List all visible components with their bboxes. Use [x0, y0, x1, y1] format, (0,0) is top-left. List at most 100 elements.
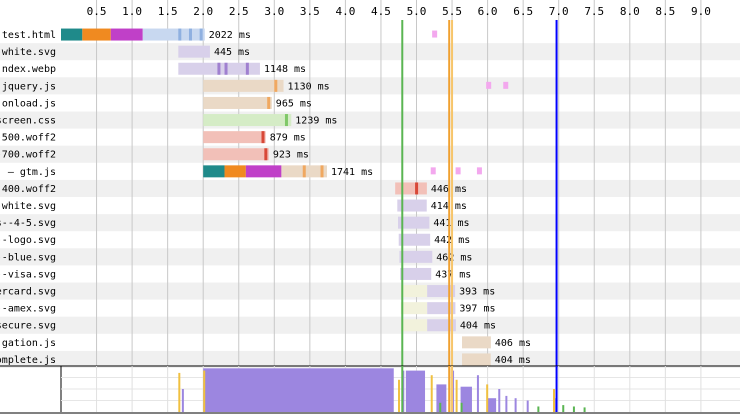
request-label: --visa.svg — [0, 269, 56, 280]
request-label: onload.js — [2, 98, 56, 109]
activity-spike — [583, 407, 586, 412]
bar-chunk — [284, 114, 288, 127]
bar-chunk — [224, 62, 228, 75]
duration-label: 404 ms — [460, 321, 496, 332]
duration-label: 445 ms — [214, 47, 250, 58]
activity-spike — [430, 375, 433, 412]
row-background — [0, 248, 740, 266]
row-background — [0, 179, 740, 197]
tick-label: 4.5 — [371, 5, 391, 18]
bar-segment — [462, 336, 491, 349]
bar-segment — [203, 114, 292, 127]
activity-spike — [439, 402, 442, 412]
activity-block — [460, 386, 472, 412]
row-background — [0, 145, 740, 163]
activity-spike — [181, 389, 184, 412]
tick-label: 8.0 — [620, 5, 640, 18]
request-label: -white.svg — [0, 47, 56, 58]
bar-segment — [400, 285, 428, 298]
activity-block — [436, 384, 447, 412]
activity-spike — [460, 402, 463, 412]
bar-chunk — [415, 182, 419, 195]
bar-segment — [400, 319, 428, 332]
activity-spike — [537, 406, 540, 412]
request-label: omplete.js — [0, 355, 56, 366]
bar-segment — [203, 148, 269, 161]
bar-chunk — [245, 62, 249, 75]
request-label: gation.js — [2, 338, 56, 349]
row-background — [0, 316, 740, 334]
tick-label: 7.0 — [549, 5, 569, 18]
bar-segment — [203, 96, 272, 109]
row-background — [0, 214, 740, 232]
request-label: screen.css — [0, 116, 56, 127]
row-background — [0, 111, 740, 129]
request-label: test.html — [2, 30, 56, 41]
bar-chunk — [264, 148, 268, 161]
bar-chunk — [217, 62, 221, 75]
request-label: 400.woff2 — [2, 184, 56, 195]
tick-label: 5.5 — [442, 5, 462, 18]
bar-segment — [462, 353, 491, 366]
bar-chunk — [188, 28, 192, 41]
bar-chunk — [261, 131, 265, 144]
bar-segment — [110, 28, 143, 41]
row-backgrounds — [0, 43, 740, 368]
bar-segment — [224, 165, 246, 178]
activity-spike — [486, 384, 489, 412]
bar-segment — [142, 28, 205, 41]
bar-segment — [395, 182, 427, 195]
bar-segment — [178, 45, 210, 58]
js-execution-mark — [432, 30, 438, 38]
row-background — [0, 350, 740, 368]
activity-spike — [455, 379, 458, 412]
tick-label: 9.0 — [691, 5, 711, 18]
tick-label: 3.0 — [264, 5, 284, 18]
activity-spike — [476, 375, 479, 412]
activity-spike — [498, 389, 501, 412]
request-label: – gtm.js — [8, 167, 56, 178]
row-background — [0, 43, 740, 61]
request-label: ercard.svg — [0, 287, 56, 298]
bar-chunk — [199, 28, 203, 41]
timing-markers — [401, 20, 558, 366]
js-execution-mark — [455, 167, 461, 175]
activity-block — [405, 370, 426, 412]
activity-graph — [0, 365, 740, 412]
bar-segment — [397, 199, 427, 212]
bar-segment — [245, 165, 282, 178]
tick-label: 6.0 — [478, 5, 498, 18]
row-background — [0, 282, 740, 300]
js-execution-mark — [503, 81, 509, 89]
request-label: -700.woff2 — [0, 150, 56, 161]
duration-label: 1148 ms — [264, 64, 306, 75]
activity-spike — [178, 372, 181, 412]
duration-label: 462 ms — [436, 252, 472, 263]
request-label: -white.svg — [0, 201, 56, 212]
activity-spike — [505, 395, 508, 412]
bar-segment — [203, 165, 225, 178]
activity-spike — [572, 406, 575, 412]
tick-label: 6.5 — [513, 5, 533, 18]
tick-label: 2.0 — [193, 5, 213, 18]
activity-spike — [398, 379, 401, 412]
bar-segment — [400, 302, 428, 315]
tick-label: 4.0 — [335, 5, 355, 18]
bar-segment — [82, 28, 111, 41]
request-label: -500.woff2 — [0, 133, 56, 144]
request-label: jquery.js — [2, 81, 56, 92]
tick-label: 3.5 — [300, 5, 320, 18]
activity-spike — [526, 400, 529, 412]
bar-segment — [203, 79, 284, 92]
request-label: s--4-5.svg — [0, 218, 56, 229]
duration-label: 1741 ms — [331, 167, 373, 178]
activity-spike — [562, 405, 565, 412]
activity-block — [203, 368, 394, 412]
tick-label: 5.0 — [407, 5, 427, 18]
bar-segment — [398, 233, 431, 246]
tick-label: 1.0 — [122, 5, 142, 18]
duration-label: 923 ms — [273, 150, 309, 161]
axis-ticks: 0.5 1.0 1.5 2.0 2.5 3.0 3.5 4.0 4.5 5.0 5.5 6.0 6.5 7… — [87, 5, 711, 18]
bar-chunk — [178, 28, 182, 41]
